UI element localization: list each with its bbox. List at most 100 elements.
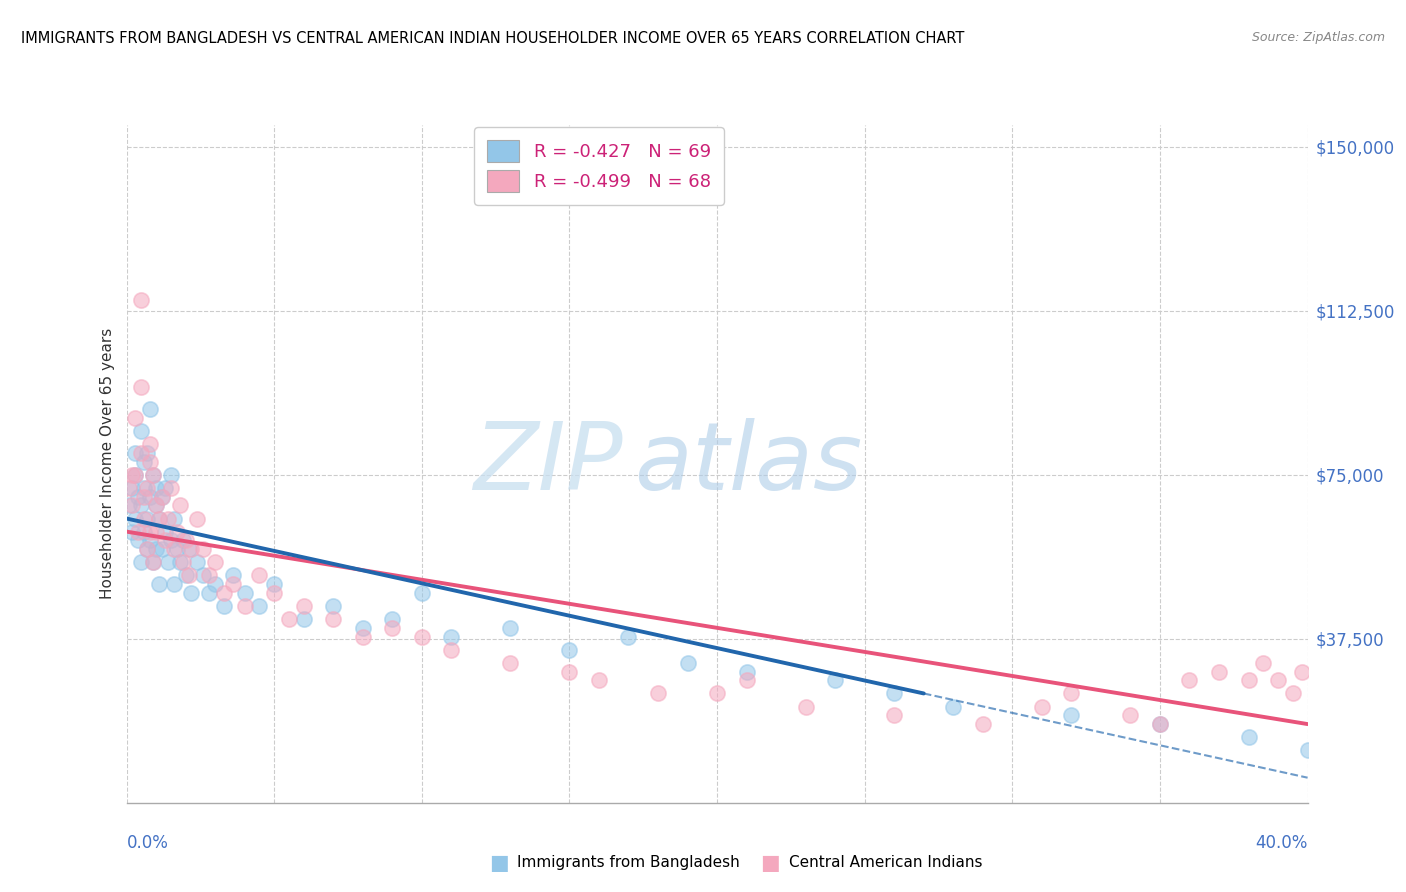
Point	[558, 665, 581, 679]
Point	[136, 511, 159, 525]
Point	[1237, 730, 1260, 744]
Point	[127, 490, 149, 504]
Point	[148, 577, 170, 591]
Point	[247, 599, 270, 613]
Point	[142, 555, 165, 569]
Point	[127, 533, 149, 548]
Point	[499, 656, 522, 670]
Point	[233, 599, 256, 613]
Point	[169, 499, 191, 513]
Point	[150, 490, 173, 504]
Point	[159, 467, 183, 482]
Text: 40.0%: 40.0%	[1256, 834, 1308, 852]
Point	[129, 424, 153, 438]
Point	[163, 511, 186, 525]
Point	[180, 586, 202, 600]
Point	[381, 621, 404, 635]
Point	[617, 630, 640, 644]
Point	[1178, 673, 1201, 688]
Point	[233, 586, 256, 600]
Point	[134, 481, 156, 495]
Point	[440, 630, 463, 644]
Point	[129, 380, 153, 394]
Point	[1208, 665, 1230, 679]
Point	[136, 542, 159, 557]
Point	[1291, 665, 1313, 679]
Point	[212, 586, 235, 600]
Point	[1237, 673, 1260, 688]
Point	[1149, 717, 1171, 731]
Point	[145, 499, 167, 513]
Point	[177, 542, 200, 557]
Point	[292, 599, 315, 613]
Point	[139, 533, 162, 548]
Point	[204, 577, 226, 591]
Point	[942, 699, 965, 714]
Point	[159, 533, 183, 548]
Point	[1267, 673, 1289, 688]
Point	[166, 524, 188, 539]
Point	[136, 446, 159, 460]
Point	[824, 673, 846, 688]
Text: ZIP: ZIP	[472, 418, 623, 509]
Point	[381, 612, 404, 626]
Point	[118, 499, 141, 513]
Point	[124, 446, 146, 460]
Point	[139, 455, 162, 469]
Point	[1119, 708, 1142, 723]
Point	[159, 481, 183, 495]
Point	[166, 542, 188, 557]
Text: Source: ZipAtlas.com: Source: ZipAtlas.com	[1251, 31, 1385, 45]
Point	[121, 499, 143, 513]
Point	[222, 568, 245, 582]
Point	[153, 481, 176, 495]
Text: ■: ■	[761, 853, 780, 872]
Text: Immigrants from Bangladesh: Immigrants from Bangladesh	[517, 855, 740, 870]
Point	[142, 467, 165, 482]
Point	[121, 481, 143, 495]
Point	[172, 555, 194, 569]
Point	[1060, 708, 1083, 723]
Point	[186, 511, 208, 525]
Point	[156, 511, 179, 525]
Point	[139, 437, 162, 451]
Point	[647, 686, 669, 700]
Point	[139, 402, 162, 417]
Point	[124, 467, 146, 482]
Point	[352, 621, 374, 635]
Point	[118, 481, 141, 495]
Text: Central American Indians: Central American Indians	[789, 855, 983, 870]
Point	[139, 490, 162, 504]
Point	[1060, 686, 1083, 700]
Point	[134, 511, 156, 525]
Point	[153, 533, 176, 548]
Point	[134, 455, 156, 469]
Point	[150, 490, 173, 504]
Point	[198, 586, 221, 600]
Point	[883, 686, 905, 700]
Point	[263, 577, 285, 591]
Point	[148, 511, 170, 525]
Point	[139, 524, 162, 539]
Point	[204, 555, 226, 569]
Point	[1251, 656, 1274, 670]
Point	[124, 411, 146, 425]
Point	[127, 524, 149, 539]
Point	[121, 467, 143, 482]
Point	[278, 612, 301, 626]
Point	[186, 555, 208, 569]
Point	[163, 542, 186, 557]
Point	[145, 499, 167, 513]
Point	[972, 717, 994, 731]
Point	[174, 568, 197, 582]
Point	[163, 577, 186, 591]
Point	[558, 642, 581, 657]
Point	[142, 555, 165, 569]
Point	[148, 511, 170, 525]
Point	[129, 499, 153, 513]
Point	[136, 542, 159, 557]
Point	[322, 612, 344, 626]
Point	[153, 524, 176, 539]
Point	[150, 542, 173, 557]
Point	[169, 555, 191, 569]
